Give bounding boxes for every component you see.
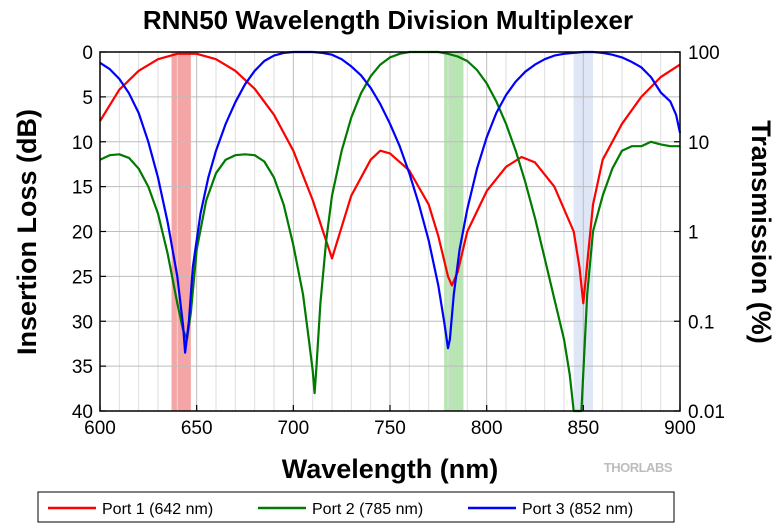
y-tick-label-25: 25: [72, 267, 93, 288]
x-tick-label-600: 600: [84, 418, 116, 439]
x-tick-label-650: 650: [181, 418, 213, 439]
legend-label-port-1: Port 1 (642 nm): [102, 501, 213, 518]
legend-label-port-3: Port 3 (852 nm): [522, 501, 633, 518]
y-tick-label-10: 10: [72, 133, 93, 154]
y-axis-title: Insertion Loss (dB): [12, 109, 42, 355]
y-tick-label-35: 35: [72, 357, 93, 378]
y2-tick-label-10: 10: [688, 133, 709, 154]
legend-box: [37, 491, 675, 523]
y-tick-label-40: 40: [72, 402, 93, 423]
y2-axis-ticks: 100 10 1 0.1 0.01: [674, 43, 725, 423]
x-axis-title: Wavelength (nm): [282, 454, 499, 484]
legend-label-port-2: Port 2 (785 nm): [312, 501, 423, 518]
y-tick-label-0: 0: [82, 43, 93, 64]
y-tick-label-20: 20: [72, 223, 93, 244]
y-tick-label-15: 15: [72, 178, 93, 199]
y2-tick-label-100: 100: [688, 43, 720, 64]
series-line-port-1: [99, 52, 681, 305]
thorlabs-logo: THORLABS: [604, 460, 673, 475]
y2-axis-title: Transmission (%): [746, 120, 776, 344]
chart-title: RNN50 Wavelength Division Multiplexer: [143, 5, 633, 35]
x-tick-label-850: 850: [567, 418, 599, 439]
y-tick-label-30: 30: [72, 312, 93, 333]
y-axis-ticks: 0 5 10 15 20 25 30 35 40: [72, 43, 106, 423]
x-axis-ticks: 600 650 700 750 800 850 900: [84, 405, 696, 439]
x-tick-label-750: 750: [374, 418, 406, 439]
legend: Port 1 (642 nm) Port 2 (785 nm) Port 3 (85…: [48, 501, 633, 518]
y2-tick-label-1: 1: [688, 223, 699, 244]
x-tick-label-800: 800: [471, 418, 503, 439]
y2-tick-label-0.01: 0.01: [688, 402, 725, 423]
x-tick-label-900: 900: [664, 418, 696, 439]
y-tick-label-5: 5: [82, 88, 93, 109]
x-tick-label-700: 700: [277, 418, 309, 439]
y2-tick-label-0.1: 0.1: [688, 312, 714, 333]
